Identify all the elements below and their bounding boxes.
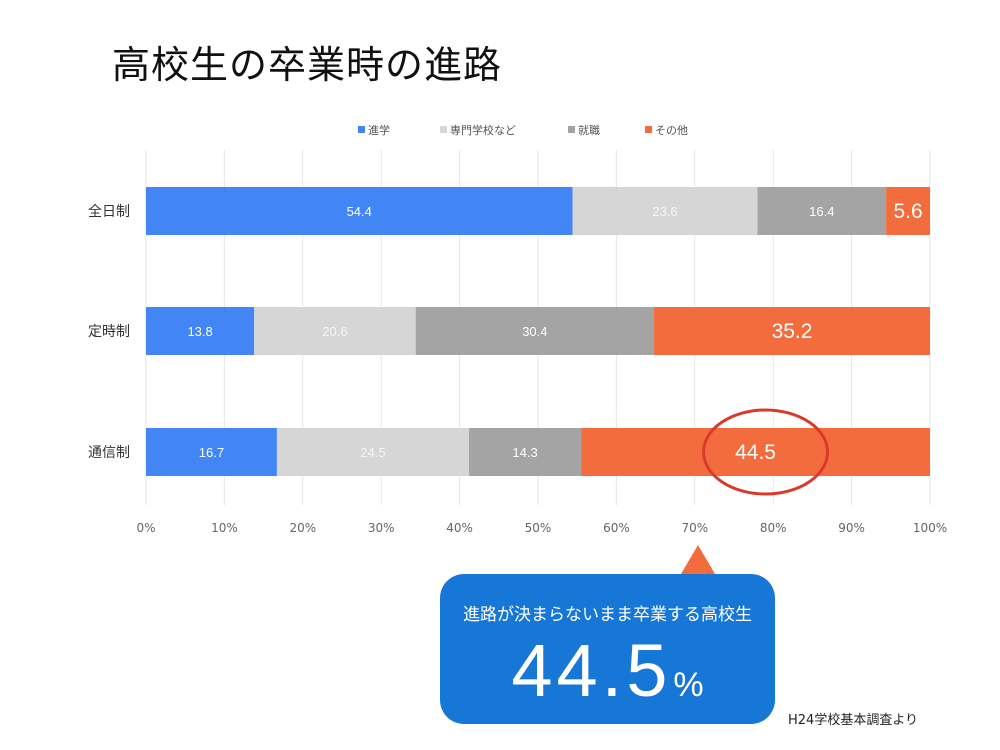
data-label: 35.2	[772, 320, 813, 343]
legend-label: その他	[655, 124, 688, 137]
legend-label: 進学	[368, 123, 390, 137]
callout-text: 進路が決まらないまま卒業する高校生	[463, 605, 752, 625]
bar-segment	[469, 428, 582, 476]
x-tick-label: 50%	[525, 521, 552, 535]
data-label: 16.4	[809, 204, 834, 219]
legend-label: 就職	[578, 123, 600, 137]
bar-segment	[757, 187, 887, 235]
data-label: 5.6	[893, 200, 922, 223]
data-label: 30.4	[522, 324, 547, 339]
x-tick-label: 60%	[603, 521, 630, 535]
legend-swatch	[645, 126, 652, 133]
legend-swatch	[358, 126, 365, 133]
callout-number: 44.5	[511, 629, 672, 712]
x-tick-label: 40%	[446, 521, 473, 535]
callout-unit: %	[673, 666, 704, 704]
legend-label: 専門学校など	[450, 123, 516, 137]
legend-swatch	[568, 126, 575, 133]
bar-segment	[581, 428, 930, 476]
x-tick-label: 100%	[913, 521, 947, 535]
category-label: 全日制	[88, 203, 130, 220]
data-label: 16.7	[199, 445, 224, 460]
legend-swatch	[440, 126, 447, 133]
data-label: 20.6	[322, 324, 347, 339]
callout-box: 進路が決まらないまま卒業する高校生 44.5%	[440, 574, 775, 724]
x-tick-label: 30%	[368, 521, 395, 535]
stacked-bar-chart: 0% 10% 20% 30% 40% 50% 60% 70% 80% 90% 100% 進学 専門学校な…	[88, 123, 947, 535]
x-tick-label: 80%	[760, 521, 787, 535]
data-label: 14.3	[512, 445, 537, 460]
x-tick-label: 70%	[681, 521, 708, 535]
bar-segment	[415, 307, 655, 355]
callout-pointer	[678, 545, 718, 579]
bar-segment	[654, 307, 930, 355]
source-note: H24学校基本調査より	[788, 713, 919, 728]
highlight-ellipse	[702, 408, 830, 496]
category-label: 定時制	[88, 324, 130, 340]
x-tick-label: 0%	[136, 521, 155, 535]
x-tick-label: 20%	[289, 521, 316, 535]
data-label: 44.5	[735, 441, 776, 464]
page-title: 高校生の卒業時の進路	[112, 43, 503, 87]
category-label: 通信制	[88, 445, 130, 461]
bar-segment	[886, 187, 930, 235]
bar-segment	[146, 428, 277, 476]
data-label: 54.4	[347, 204, 372, 219]
bar-segment	[572, 187, 758, 235]
bar-segment	[146, 187, 573, 235]
bar-segment	[254, 307, 416, 355]
data-label: 23.6	[652, 204, 677, 219]
bar-segment	[276, 428, 470, 476]
callout-value: 44.5%	[440, 628, 775, 713]
bar-segment	[146, 307, 255, 355]
x-tick-label: 10%	[211, 521, 238, 535]
data-label: 24.5	[360, 445, 385, 460]
x-tick-label: 90%	[838, 521, 865, 535]
data-label: 13.8	[187, 324, 212, 339]
